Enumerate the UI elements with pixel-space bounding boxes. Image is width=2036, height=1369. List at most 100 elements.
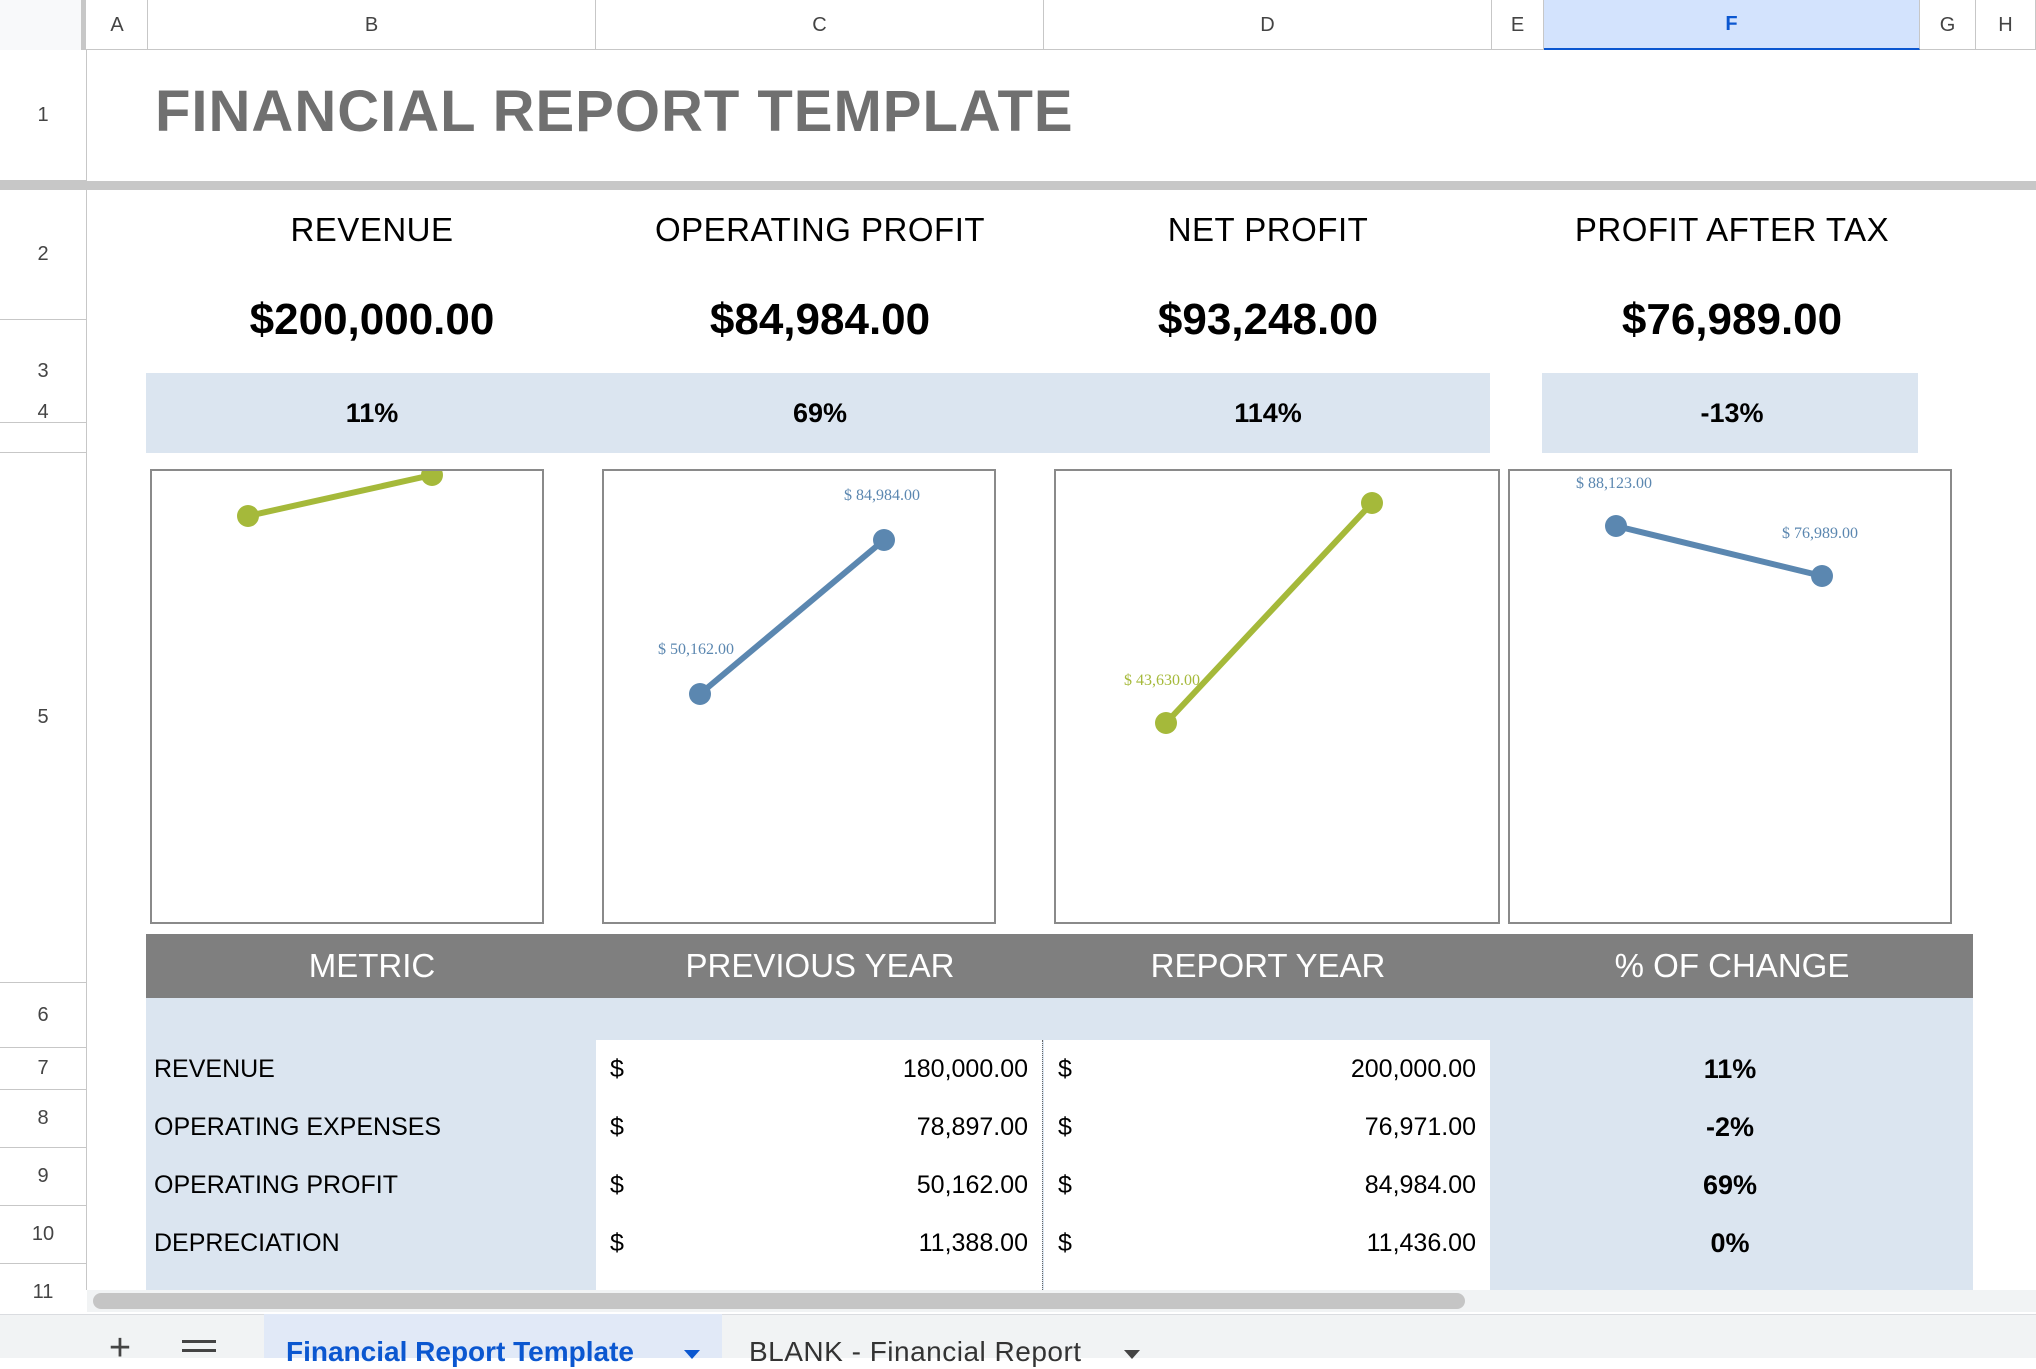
percent-change-value: -2% [1705, 1111, 1754, 1142]
column-divider [1042, 1040, 1044, 1290]
all-sheets-menu-icon[interactable] [182, 1340, 216, 1362]
add-sheet-icon[interactable]: + [108, 1327, 132, 1369]
currency-symbol: $ [1058, 1112, 1072, 1141]
kpi-value-profit-after-tax: $76,989.00 [1621, 295, 1843, 344]
frozen-row-divider[interactable] [0, 181, 2036, 190]
data-point[interactable] [1155, 712, 1177, 734]
chevron-down-icon[interactable] [684, 1350, 700, 1359]
previous-year-value[interactable]: 50,162.00 [916, 1170, 1028, 1199]
previous-year-value[interactable]: 78,897.00 [916, 1112, 1028, 1141]
currency-symbol: $ [1058, 1228, 1072, 1257]
table-header-previous-year: PREVIOUS YEAR [685, 947, 955, 984]
report-year-value[interactable]: 76,971.00 [1364, 1112, 1476, 1141]
prev-cell-bg [596, 1098, 1042, 1157]
operating-profit-trend-chart[interactable]: $ 50,162.00 $ 84,984.00 [602, 469, 996, 924]
column-header-b[interactable]: B [148, 0, 596, 50]
table-header [146, 934, 1973, 998]
prev-cell-bg [596, 1040, 1042, 1099]
column-header-e[interactable]: E [1492, 0, 1544, 50]
row-header-2[interactable]: 2 [0, 190, 86, 320]
kpi-label-revenue: REVENUE [290, 211, 454, 248]
metric-label: DEPRECIATION [154, 1228, 340, 1257]
kpi-label-profit-after-tax: PROFIT AFTER TAX [1574, 211, 1890, 248]
row-header-7[interactable]: 7 [0, 1048, 86, 1090]
table-header-change: % OF CHANGE [1614, 947, 1850, 984]
row-header-5[interactable]: 5 [0, 453, 86, 983]
data-point[interactable] [1605, 515, 1627, 537]
row-header-3[interactable]: 3 [0, 320, 86, 423]
row-header-9[interactable]: 9 [0, 1148, 86, 1206]
metric-label: OPERATING EXPENSES [154, 1112, 442, 1141]
percent-change-value: 69% [1702, 1169, 1758, 1200]
data-point[interactable] [237, 505, 259, 527]
percent-change-value: 11% [1703, 1053, 1757, 1084]
profit-after-tax-trend-chart[interactable]: $ 88,123.00 $ 76,989.00 [1508, 469, 1952, 924]
currency-symbol: $ [610, 1112, 624, 1141]
data-label: $ 88,123.00 [1576, 475, 1652, 492]
percent-change-value: 0% [1710, 1227, 1750, 1258]
series-line [698, 537, 886, 697]
column-header-g[interactable]: G [1920, 0, 1976, 50]
series-line [1163, 500, 1375, 726]
curr-cell-bg [1044, 1156, 1490, 1215]
net-profit-trend-chart[interactable]: $ 43,630.00 [1054, 469, 1500, 924]
column-header-c[interactable]: C [596, 0, 1044, 50]
column-header-d[interactable]: D [1044, 0, 1492, 50]
kpi-change-operating-profit: 69% [792, 397, 848, 428]
data-label: $ 84,984.00 [844, 487, 920, 504]
data-label: $ 76,989.00 [1782, 525, 1858, 542]
kpi-change-net-profit: 114% [1234, 397, 1302, 428]
currency-symbol: $ [610, 1228, 624, 1257]
kpi-change-revenue: 11% [345, 397, 399, 428]
kpi-label-operating-profit: OPERATING PROFIT [654, 211, 986, 248]
row-header-8[interactable]: 8 [0, 1090, 86, 1148]
currency-symbol: $ [610, 1170, 624, 1199]
data-label: $ 50,162.00 [658, 641, 734, 658]
column-header-a[interactable]: A [87, 0, 148, 50]
data-point[interactable] [689, 683, 711, 705]
sheet-tab-active[interactable] [264, 1314, 722, 1358]
currency-symbol: $ [1058, 1054, 1072, 1083]
previous-year-value[interactable]: 180,000.00 [902, 1054, 1028, 1083]
series-line [247, 472, 433, 519]
chevron-down-icon[interactable] [1124, 1350, 1140, 1359]
row-header-4[interactable]: 4 [0, 373, 86, 453]
data-point[interactable] [1811, 565, 1833, 587]
page-title: FINANCIAL REPORT TEMPLATE [155, 79, 1074, 144]
kpi-change-profit-after-tax: -13% [1700, 397, 1764, 428]
series-line [1615, 523, 1823, 579]
kpi-value-revenue: $200,000.00 [249, 295, 495, 344]
report-year-value[interactable]: 200,000.00 [1350, 1054, 1476, 1083]
revenue-trend-chart[interactable] [150, 469, 544, 924]
horizontal-scrollbar-thumb[interactable] [93, 1293, 1465, 1309]
column-header-h[interactable]: H [1976, 0, 2036, 50]
kpi-change-band-after-tax [1542, 373, 1918, 453]
select-all-corner[interactable] [0, 0, 86, 50]
data-point[interactable] [1361, 492, 1383, 514]
data-label: $ 43,630.00 [1124, 672, 1200, 689]
kpi-value-operating-profit: $84,984.00 [709, 295, 931, 344]
table-header-report-year: REPORT YEAR [1150, 947, 1386, 984]
sheet-tab-blank[interactable]: BLANK - Financial Report [749, 1336, 1082, 1367]
report-year-value[interactable]: 84,984.00 [1364, 1170, 1476, 1199]
kpi-value-net-profit: $93,248.00 [1157, 295, 1379, 344]
currency-symbol: $ [610, 1054, 624, 1083]
row-header-bar: 1 2 3 4 5 6 7 8 9 10 11 [0, 50, 87, 1322]
currency-symbol: $ [1058, 1170, 1072, 1199]
row-header-6[interactable]: 6 [0, 983, 86, 1048]
previous-year-value[interactable]: 11,388.00 [918, 1228, 1028, 1257]
report-year-value[interactable]: 11,436.00 [1366, 1228, 1476, 1257]
kpi-change-band [146, 373, 1490, 453]
metric-label: OPERATING PROFIT [154, 1170, 398, 1199]
column-header-f[interactable]: F [1544, 0, 1920, 50]
data-point[interactable] [421, 471, 443, 486]
curr-cell-bg [1044, 1040, 1490, 1099]
table-header-metric: METRIC [308, 947, 436, 984]
row-header-1[interactable]: 1 [0, 50, 86, 181]
kpi-label-net-profit: NET PROFIT [1167, 211, 1369, 248]
row-header-10[interactable]: 10 [0, 1206, 86, 1264]
metric-label: REVENUE [154, 1054, 275, 1083]
curr-cell-bg [1044, 1214, 1490, 1291]
data-point[interactable] [873, 529, 895, 551]
sheet-tab-active-label: Financial Report Template [286, 1336, 634, 1367]
